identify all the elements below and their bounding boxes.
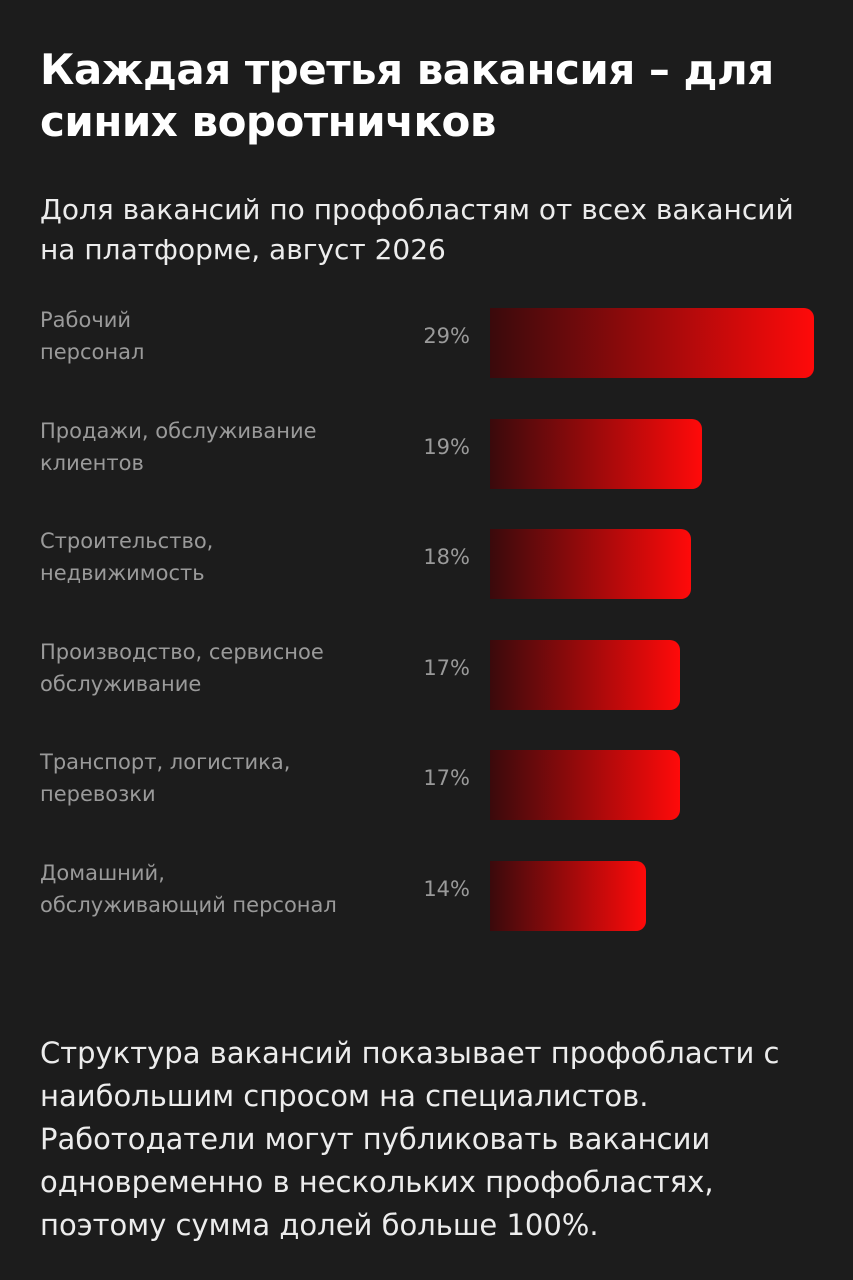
category-label: Транспорт, логистика, перевозки [40,750,291,806]
bar [490,750,680,820]
chart-subtitle: Доля вакансий по профобластям от всех ва… [40,193,794,266]
value-label: 14% [423,876,470,901]
bar [490,860,647,931]
category-label: Продажи, обслуживание клиентов [40,418,317,475]
bar [490,418,703,489]
chart-row: Домашний, обслуживающий персонал 14% [0,853,853,931]
category-label: Домашний, обслуживающий персонал [40,860,337,917]
chart-row: Производство, сервисное обслуживание 17% [0,632,853,710]
chart-row: Транспорт, логистика, перевозки 17% [0,742,853,820]
bar-chart: Рабочий персонал 29% Продажи, обслуживание… [0,300,853,960]
value-label: 18% [423,545,470,569]
value-label: 17% [423,766,470,790]
value-label: 17% [423,655,470,680]
value-label: 19% [423,434,470,459]
category-label: Рабочий персонал [40,308,145,364]
footnote-text: Структура вакансий показывает профобласт… [40,1036,780,1242]
category-label: Строительство, недвижимость [40,529,214,585]
bar [490,308,814,378]
value-label: 29% [423,324,470,348]
chart-row: Рабочий персонал 29% [0,300,853,378]
chart-row: Продажи, обслуживание клиентов 19% [0,411,853,489]
category-label: Производство, сервисное обслуживание [40,639,324,696]
bar [490,529,692,599]
page-title: Каждая третья вакансия – для синих ворот… [40,45,774,146]
chart-row: Строительство, недвижимость 18% [0,521,853,599]
bar [490,639,680,710]
